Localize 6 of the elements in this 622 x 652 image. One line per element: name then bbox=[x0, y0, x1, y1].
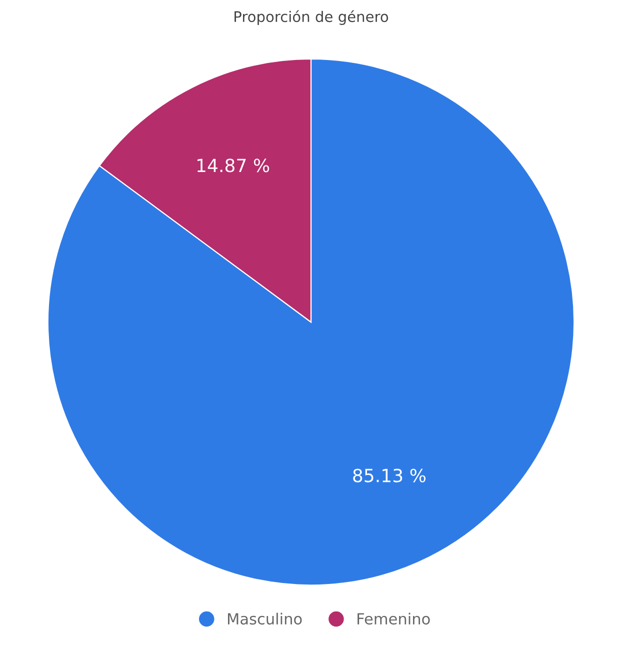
data-label: 85.13 % bbox=[353, 468, 426, 482]
pie-slice bbox=[47, 58, 575, 586]
legend-label: Femenino bbox=[358, 612, 430, 625]
data-label: 14.87 % bbox=[197, 158, 270, 172]
legend-label: Masculino bbox=[228, 612, 302, 625]
chart-title: Proporción de género bbox=[234, 10, 388, 25]
